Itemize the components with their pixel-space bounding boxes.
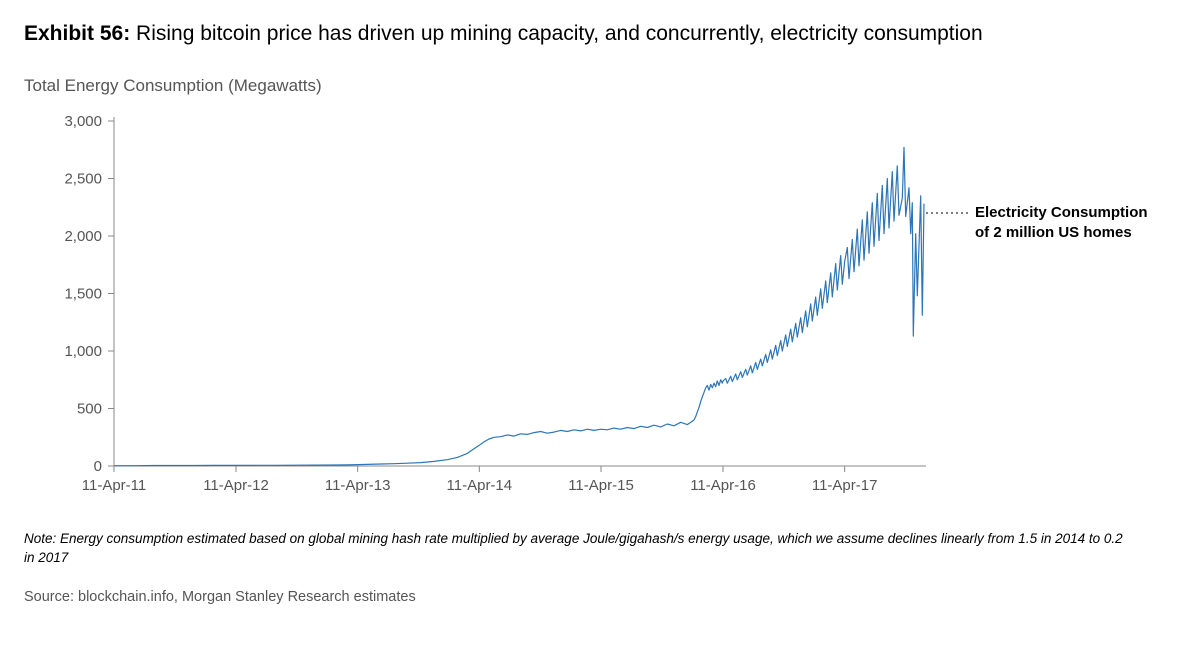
svg-text:2,500: 2,500 (64, 171, 102, 188)
exhibit-title-text: Rising bitcoin price has driven up minin… (130, 22, 982, 45)
svg-text:3,000: 3,000 (64, 113, 102, 130)
energy-line-chart: 0 500 1,000 1,500 2,000 2,500 3,000 11-Apr-11 11… (24, 106, 1156, 516)
svg-text:500: 500 (77, 401, 102, 418)
svg-text:11-Apr-13: 11-Apr-13 (325, 477, 391, 494)
svg-text:11-Apr-11: 11-Apr-11 (82, 477, 146, 494)
svg-text:1,500: 1,500 (64, 286, 102, 303)
annotation-line1: Electricity Consumption (975, 203, 1148, 223)
svg-text:11-Apr-15: 11-Apr-15 (568, 477, 634, 494)
svg-text:11-Apr-17: 11-Apr-17 (812, 477, 878, 494)
annotation-2m-homes: Electricity Consumption of 2 million US … (975, 203, 1148, 242)
chart-container: 0 500 1,000 1,500 2,000 2,500 3,000 11-Apr-11 11… (24, 106, 1156, 516)
svg-text:0: 0 (94, 458, 102, 475)
exhibit-page: Exhibit 56: Rising bitcoin price has dri… (0, 0, 1180, 659)
svg-text:11-Apr-12: 11-Apr-12 (203, 477, 269, 494)
exhibit-title: Exhibit 56: Rising bitcoin price has dri… (24, 20, 1156, 48)
svg-text:2,000: 2,000 (64, 228, 102, 245)
svg-text:1,000: 1,000 (64, 343, 102, 360)
svg-text:11-Apr-16: 11-Apr-16 (690, 477, 756, 494)
annotation-line2: of 2 million US homes (975, 223, 1148, 243)
chart-subtitle: Total Energy Consumption (Megawatts) (24, 76, 1156, 96)
svg-text:11-Apr-14: 11-Apr-14 (447, 477, 513, 494)
exhibit-number: Exhibit 56: (24, 22, 130, 45)
chart-source: Source: blockchain.info, Morgan Stanley … (24, 589, 1156, 605)
chart-note: Note: Energy consumption estimated based… (24, 530, 1124, 566)
